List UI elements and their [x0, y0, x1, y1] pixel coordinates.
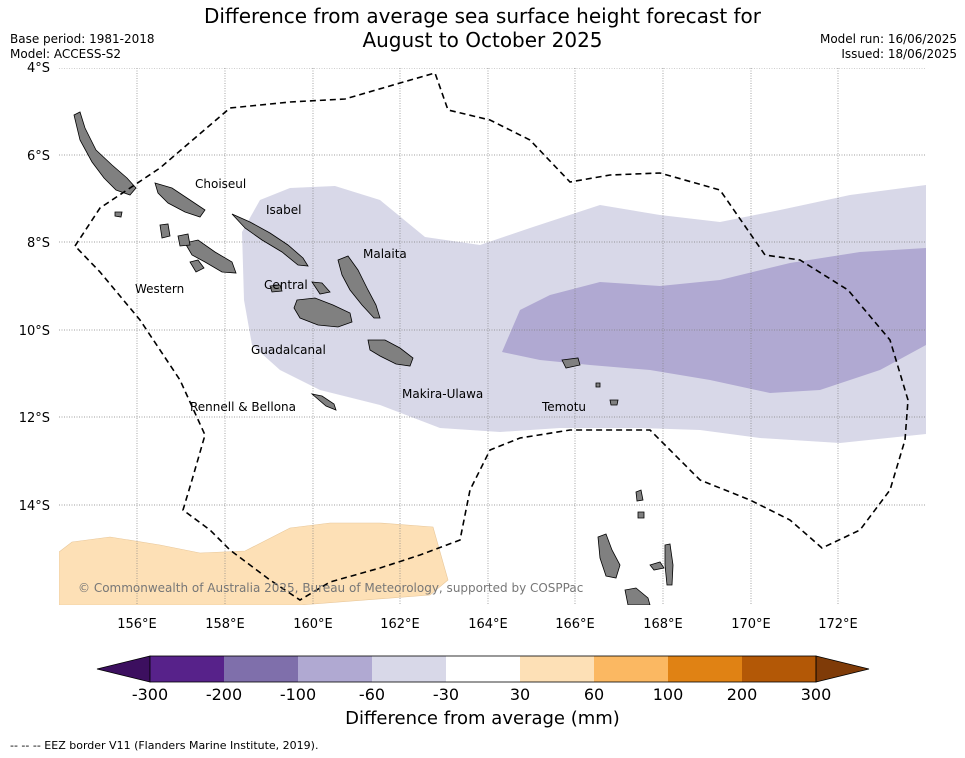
meta-left: Base period: 1981-2018 Model: ACCESS-S2: [10, 32, 155, 62]
tick-label: -100: [280, 685, 316, 704]
tick-label: 30: [510, 685, 530, 704]
region-labels: Choiseul Isabel Malaita Western Central …: [135, 177, 586, 414]
island-small-2: [637, 511, 645, 519]
label-malaita: Malaita: [363, 247, 407, 261]
island-small-1: [595, 382, 601, 388]
label-temotu: Temotu: [541, 400, 586, 414]
tick-label: -30: [433, 685, 459, 704]
issued-date: Issued: 18/06/2025: [841, 47, 957, 61]
island-santo: [624, 587, 651, 605]
label-rennell-bellona: Rennell & Bellona: [190, 400, 296, 414]
lon-label-172e: 172°E: [818, 617, 858, 632]
lon-label-158e: 158°E: [205, 617, 245, 632]
lat-label-12s: 12°S: [19, 411, 50, 426]
model-name: Model: ACCESS-S2: [10, 47, 122, 61]
lat-label-10s: 10°S: [19, 324, 50, 339]
tick-label: 300: [801, 685, 832, 704]
eez-footnote: -- -- -- EEZ border V11 (Flanders Marine…: [10, 739, 319, 752]
lon-label-166e: 166°E: [555, 617, 595, 632]
label-central: Central: [264, 278, 308, 292]
island-rennell: [310, 393, 337, 411]
island-guadalcanal: [293, 297, 353, 328]
colorbar-swatch-1: [150, 656, 224, 682]
title-line-2: August to October 2025: [362, 28, 603, 52]
lon-label-164e: 164°E: [468, 617, 508, 632]
tick-label: -60: [359, 685, 385, 704]
model-run: Model run: 16/06/2025: [819, 32, 957, 46]
lat-label-14s: 14°S: [19, 499, 50, 514]
lon-label-168e: 168°E: [643, 617, 683, 632]
colorbar-swatch-2: [224, 656, 298, 682]
lon-label-156e: 156°E: [117, 617, 157, 632]
island-isabel: [231, 213, 309, 267]
island-bougainville: [73, 111, 137, 196]
colorbar-swatch-5: [446, 656, 520, 682]
island-santa-cruz: [561, 357, 581, 369]
label-guadalcanal: Guadalcanal: [251, 343, 326, 357]
lat-label-4s: 4°S: [27, 61, 50, 76]
colorbar-swatch-4: [372, 656, 446, 682]
colorbar-swatch-8: [668, 656, 742, 682]
island-torres: [635, 489, 644, 502]
island-maewo: [664, 543, 674, 586]
island-makira: [367, 339, 414, 367]
label-western: Western: [135, 282, 184, 296]
colorbar-swatch-7: [594, 656, 668, 682]
land-masses: [73, 111, 674, 605]
label-choiseul: Choiseul: [195, 177, 246, 191]
title-line-1: Difference from average sea surface heig…: [203, 4, 762, 28]
base-period: Base period: 1981-2018: [10, 32, 155, 46]
tick-label: -300: [132, 685, 168, 704]
latitude-labels: 4°S 6°S 8°S 10°S 12°S 14°S: [19, 61, 50, 514]
map-area: Choiseul Isabel Malaita Western Central …: [59, 68, 926, 605]
label-makira-ulawa: Makira-Ulawa: [402, 387, 483, 401]
label-isabel: Isabel: [266, 203, 301, 217]
lat-label-8s: 8°S: [27, 236, 50, 251]
colorbar-swatch-9: [742, 656, 816, 682]
colorbar-extend-low: [96, 655, 151, 683]
anomaly-positive-patch: [59, 522, 449, 605]
colorbar: -300 -200 -100 -60 -30 30 60 100 200 300: [96, 655, 870, 704]
colorbar-frame: [149, 655, 817, 683]
copyright-notice: © Commonwealth of Australia 2025, Bureau…: [78, 581, 583, 595]
meta-right: Model run: 16/06/2025 Issued: 18/06/2025: [820, 32, 957, 62]
island-rendova: [189, 259, 205, 273]
colorbar-swatch-6: [520, 656, 594, 682]
anomaly-band-dark: [502, 248, 926, 393]
island-kolombangara: [177, 233, 191, 247]
tick-label: -200: [206, 685, 242, 704]
gridlines: [59, 68, 926, 605]
island-vella: [159, 223, 171, 239]
island-malaita: [337, 255, 381, 319]
map-title: Difference from average sea surface heig…: [0, 4, 965, 52]
island-tikopia: [609, 399, 619, 406]
longitude-labels: 156°E 158°E 160°E 162°E 164°E 166°E 168°…: [117, 617, 858, 632]
island-choiseul: [154, 182, 206, 218]
colorbar-extend-high: [815, 655, 870, 683]
colorbar-swatch-3: [298, 656, 372, 682]
island-florida: [311, 281, 331, 295]
lon-label-170e: 170°E: [731, 617, 771, 632]
colorbar-label: Difference from average (mm): [345, 708, 620, 729]
island-new-georgia: [184, 239, 237, 274]
tick-label: 60: [584, 685, 604, 704]
tick-label: 200: [727, 685, 758, 704]
lon-label-162e: 162°E: [380, 617, 420, 632]
lon-label-160e: 160°E: [293, 617, 333, 632]
eez-border: [73, 72, 909, 601]
island-shortland: [114, 211, 123, 218]
island-vanua-lava: [597, 533, 621, 579]
island-russell: [269, 284, 283, 293]
island-ambae: [649, 561, 665, 571]
lat-label-6s: 6°S: [27, 149, 50, 164]
colorbar-ticks: -300 -200 -100 -60 -30 30 60 100 200 300: [132, 685, 831, 704]
tick-label: 100: [653, 685, 684, 704]
